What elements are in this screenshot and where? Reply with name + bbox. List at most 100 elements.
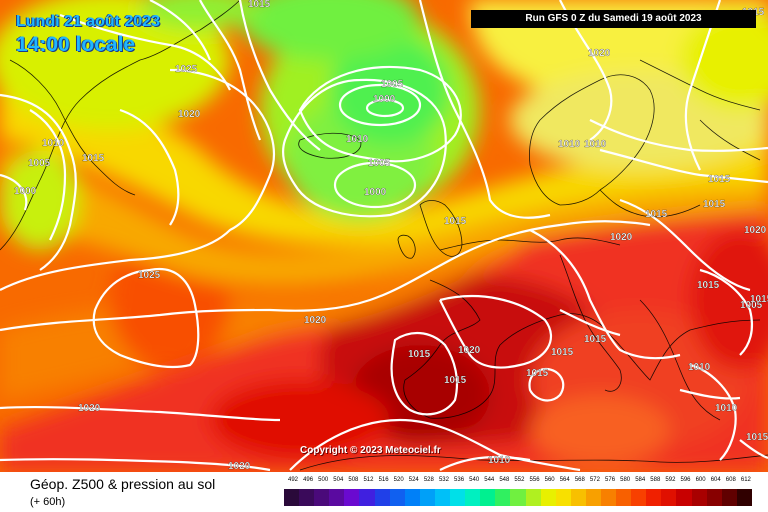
colorbar-tick-label: 600 — [695, 477, 706, 483]
forecast-date: Lundi 21 août 2023 — [16, 13, 161, 30]
geopotential-map: 1015102510201010101510051000100510001010… — [0, 0, 768, 472]
colorbar-swatch — [570, 489, 586, 506]
colorbar-swatch — [691, 489, 707, 506]
colorbar-swatch — [329, 489, 345, 506]
colorbar-tick-label: 572 — [589, 477, 600, 483]
colorbar-swatch — [314, 489, 330, 506]
isobar-label: 1020 — [744, 225, 767, 236]
isobar-label: 1005 — [740, 300, 763, 311]
colorbar-swatch — [419, 489, 435, 506]
colorbar-tick-label: 524 — [408, 477, 419, 483]
isobar-label: 1010 — [558, 139, 581, 150]
colorbar-swatch — [359, 489, 375, 506]
colorbar-swatch — [404, 489, 420, 506]
isobar-label: 1015 — [697, 280, 720, 291]
isobar-label: 1015 — [746, 432, 768, 443]
colorbar-tick-label: 532 — [438, 477, 449, 483]
isobar-label: 1000 — [373, 94, 396, 105]
colorbar-tick-label: 608 — [725, 477, 736, 483]
colorbar-swatch — [661, 489, 677, 506]
colorbar-tick-label: 596 — [680, 477, 691, 483]
colorbar-tick-label: 504 — [333, 477, 344, 483]
colorbar-tick-label: 560 — [544, 477, 555, 483]
isobar-label: 1015 — [526, 368, 549, 379]
colorbar-tick-label: 536 — [454, 477, 465, 483]
colorbar-swatch — [284, 489, 300, 506]
isobar-label: 1015 — [645, 209, 668, 220]
colorbar-tick-label: 544 — [484, 477, 495, 483]
chart-title: Géop. Z500 & pression au sol — [30, 476, 216, 492]
forecast-time: 14:00 locale — [16, 33, 136, 56]
copyright-notice: Copyright © 2023 Meteociel.fr — [300, 445, 441, 456]
colorbar-tick-label: 492 — [287, 477, 298, 483]
isobar-label: 1000 — [14, 186, 37, 197]
colorbar-tick-label: 576 — [605, 477, 616, 483]
colorbar-swatch — [646, 489, 662, 506]
isobar-label: 1015 — [248, 0, 271, 10]
colorbar-tick-label: 568 — [574, 477, 585, 483]
isobar-label: 1015 — [408, 349, 431, 360]
colorbar-swatch — [600, 489, 617, 506]
colorbar-swatch — [480, 489, 496, 506]
isobar-label: 1020 — [458, 345, 481, 356]
forecast-hour: (+ 60h) — [30, 496, 66, 508]
z500-color-field — [0, 0, 768, 472]
isobar-label: 1015 — [584, 334, 607, 345]
colorbar-tick-label: 552 — [514, 477, 525, 483]
isobar-label: 1020 — [228, 461, 251, 472]
isobar-label: 1015 — [551, 347, 574, 358]
isobar-label: 1020 — [304, 315, 327, 326]
colorbar-tick-label: 612 — [740, 477, 751, 483]
isobar-label: 1010 — [688, 362, 711, 373]
isobar-label: 1020 — [610, 232, 633, 243]
isobar-label: 1010 — [42, 138, 65, 149]
colorbar-tick-label: 584 — [635, 477, 646, 483]
colorbar-swatch — [706, 489, 722, 506]
colorbar-swatch — [510, 489, 526, 506]
isobar-label: 1020 — [588, 48, 611, 59]
isobar-label: 1010 — [346, 134, 369, 145]
colorbar-tick-label: 496 — [303, 477, 314, 483]
isobar-label: 1005 — [28, 158, 51, 169]
colorbar-swatch — [344, 489, 360, 506]
colorbar-tick-label: 516 — [378, 477, 389, 483]
colorbar-swatch — [676, 489, 692, 506]
isobar-label: 1015 — [444, 375, 467, 386]
colorbar-swatch — [631, 489, 647, 506]
isobar-label: 1020 — [78, 403, 101, 414]
colorbar-tick-label: 556 — [529, 477, 540, 483]
isobar-label: 1005 — [381, 79, 404, 90]
colorbar-tick-label: 512 — [363, 477, 374, 483]
colorbar-tick-label: 540 — [469, 477, 480, 483]
colorbar-tick-labels: 492 496 500 504 508 512 516 520 524 528 532 536 540 5… — [280, 477, 752, 487]
colorbar-swatch — [374, 489, 390, 506]
isobar-label: 1010 — [488, 455, 511, 466]
isobar-label: 1010 — [584, 139, 607, 150]
isobar-label: 1015 — [82, 153, 105, 164]
colorbar-tick-label: 588 — [650, 477, 661, 483]
colorbar-swatch — [465, 489, 481, 506]
isobar-label: 1015 — [703, 199, 726, 210]
isobar-label: 1015 — [444, 216, 467, 227]
colorbar-tick-label: 508 — [348, 477, 359, 483]
colorbar-swatch — [585, 489, 601, 506]
colorbar — [284, 489, 752, 506]
isobar-label: 1000 — [364, 187, 387, 198]
colorbar-swatch — [616, 489, 632, 506]
colorbar-swatch — [525, 489, 541, 506]
colorbar-swatch — [721, 489, 737, 506]
isobar-label: 1015 — [708, 174, 731, 185]
colorbar-tick-label: 520 — [393, 477, 404, 483]
colorbar-tick-label: 548 — [499, 477, 510, 483]
colorbar-swatch — [555, 489, 571, 506]
isobar-label: 1020 — [178, 109, 201, 120]
colorbar-tick-label: 592 — [665, 477, 676, 483]
model-run-banner: Run GFS 0 Z du Samedi 19 août 2023 — [471, 10, 756, 28]
footer-legend: Géop. Z500 & pression au sol (+ 60h) 492… — [0, 472, 768, 512]
colorbar-tick-label: 564 — [559, 477, 570, 483]
colorbar-swatch — [540, 489, 556, 506]
colorbar-swatch — [299, 489, 315, 506]
colorbar-tick-label: 604 — [710, 477, 721, 483]
colorbar-tick-label: 580 — [620, 477, 631, 483]
colorbar-swatch — [495, 489, 511, 506]
